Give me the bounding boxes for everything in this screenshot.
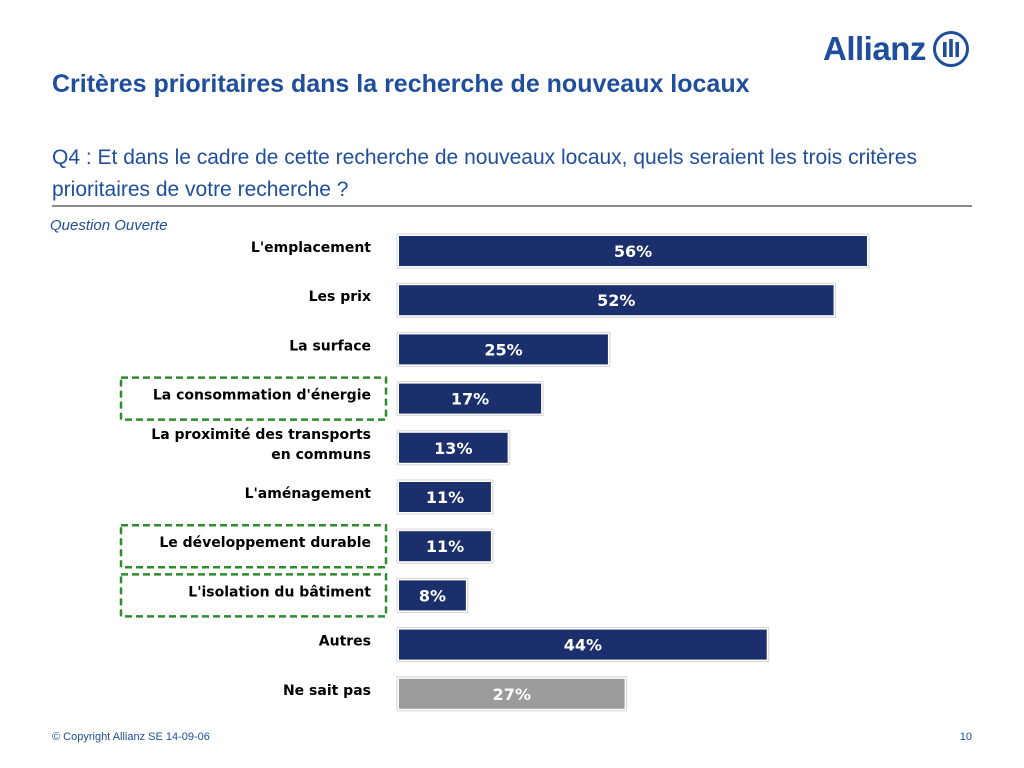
question-type-label: Question Ouverte: [50, 217, 168, 234]
category-label: Le développement durable: [159, 535, 371, 551]
category-label: La surface: [289, 338, 371, 354]
bar: [399, 531, 491, 562]
category-label: L'aménagement: [245, 486, 372, 502]
category-label: La proximité des transports: [151, 427, 371, 443]
data-label: 25%: [484, 340, 522, 359]
bar: [399, 580, 466, 611]
highlight-box: [119, 573, 388, 618]
bar: [399, 285, 834, 316]
bar: [399, 629, 767, 660]
copyright-text: © Copyright Allianz SE 14-09-06: [52, 731, 210, 743]
header-divider: [52, 205, 972, 207]
category-label: Autres: [319, 634, 371, 650]
category-label: L'isolation du bâtiment: [188, 584, 371, 600]
highlight-box: [119, 523, 388, 569]
allianz-logo: Allianz: [823, 28, 970, 70]
bar: [399, 432, 508, 463]
data-label: 11%: [426, 488, 464, 507]
data-label: 17%: [451, 390, 489, 409]
data-label: 56%: [614, 242, 652, 261]
data-label: 11%: [426, 537, 464, 556]
category-label: Ne sait pas: [283, 683, 371, 699]
allianz-eagle-icon: [932, 31, 969, 67]
data-label: 13%: [434, 439, 472, 458]
bar: [399, 678, 625, 709]
bar: [399, 334, 608, 365]
logo-wordmark: Allianz: [823, 30, 926, 67]
data-label: 27%: [493, 685, 531, 704]
category-label: La consommation d'énergie: [153, 388, 371, 404]
category-label: Les prix: [309, 289, 371, 305]
bar: [399, 482, 491, 512]
category-label: L'emplacement: [251, 240, 371, 256]
slide-title: Critères prioritaires dans la recherche …: [52, 70, 750, 98]
page-number: 10: [959, 731, 972, 743]
category-label: en communs: [271, 447, 371, 463]
bar: [399, 236, 867, 266]
highlight-box: [119, 376, 388, 421]
bar: [399, 383, 542, 414]
data-label: 52%: [597, 291, 635, 310]
data-label: 44%: [564, 636, 602, 655]
question-text: Q4 : Et dans le cadre de cette recherche…: [52, 146, 917, 201]
data-label: 8%: [419, 586, 446, 605]
